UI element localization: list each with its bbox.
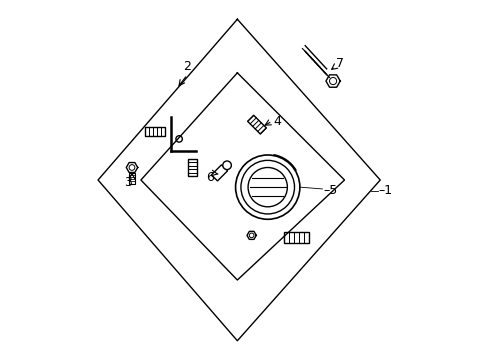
Text: 7: 7: [335, 57, 343, 71]
Text: 6: 6: [206, 171, 214, 184]
Text: –5: –5: [323, 184, 337, 197]
Polygon shape: [211, 165, 227, 181]
Text: 2: 2: [183, 60, 191, 73]
Circle shape: [223, 161, 231, 170]
Text: 3: 3: [124, 176, 132, 189]
Text: 4: 4: [272, 114, 281, 127]
Text: –1: –1: [378, 184, 392, 197]
